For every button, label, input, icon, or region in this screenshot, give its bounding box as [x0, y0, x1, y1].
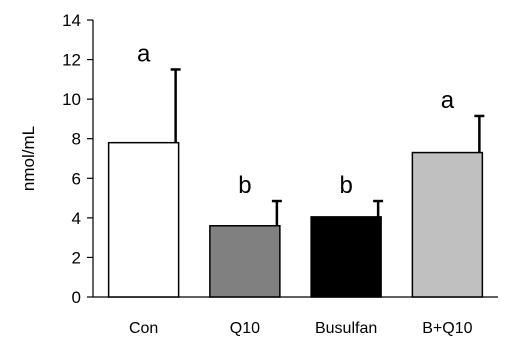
- y-tick-label: 2: [72, 248, 81, 267]
- bars: [107, 141, 484, 298]
- bar-q10: [209, 225, 281, 298]
- y-tick-label: 8: [72, 130, 81, 149]
- significance-labels: a b b a: [137, 40, 455, 199]
- y-axis-ticks: 0 2 4 6 8 10 12 14: [62, 11, 93, 307]
- bar-b-q10: [411, 151, 484, 298]
- bar-con: [107, 141, 180, 298]
- significance-label: b: [238, 172, 251, 199]
- y-axis-title: nmol/mL: [19, 126, 38, 191]
- error-bars: [170, 68, 485, 226]
- y-tick-label: 4: [72, 209, 81, 228]
- y-tick-label: 6: [72, 169, 81, 188]
- x-category-label: Busulfan: [315, 320, 377, 337]
- x-axis-categories: Con Q10 Busulfan B+Q10: [129, 320, 473, 337]
- y-tick-label: 0: [72, 288, 81, 307]
- significance-label: a: [137, 40, 151, 67]
- bar-busulfan: [310, 216, 382, 298]
- x-category-label: B+Q10: [422, 320, 472, 337]
- significance-label: b: [339, 172, 352, 199]
- y-tick-label: 12: [62, 51, 81, 70]
- x-category-label: Con: [129, 320, 158, 337]
- y-tick-label: 10: [62, 90, 81, 109]
- significance-label: a: [441, 87, 455, 114]
- y-tick-label: 14: [62, 11, 81, 30]
- x-category-label: Q10: [230, 320, 260, 337]
